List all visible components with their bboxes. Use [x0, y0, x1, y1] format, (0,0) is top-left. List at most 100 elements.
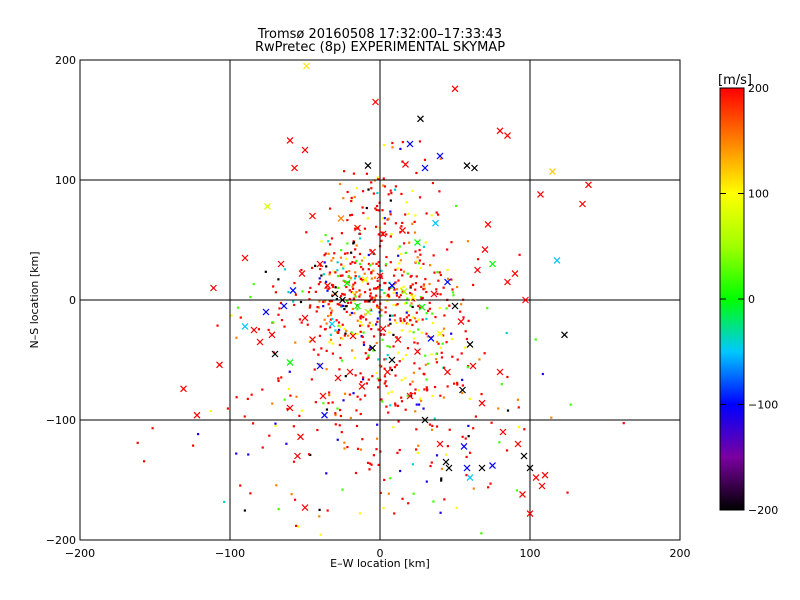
scatter-dot [411, 189, 414, 192]
scatter-dot [329, 338, 333, 341]
scatter-dot [322, 300, 325, 303]
scatter-dot [420, 331, 423, 334]
x-marker-stroke [466, 474, 474, 482]
scatter-dot [365, 382, 369, 385]
scatter-x-marker [256, 338, 264, 346]
scatter-dot [323, 318, 326, 321]
scatter-dot [370, 181, 373, 184]
scatter-dot [413, 337, 416, 340]
scatter-x-marker [427, 334, 435, 342]
x-marker-stroke [346, 368, 354, 376]
scatter-dot [300, 268, 303, 272]
x-marker-stroke [384, 368, 391, 376]
x-marker-stroke [321, 411, 328, 419]
scatter-dot [368, 288, 372, 291]
scatter-dot [433, 271, 436, 274]
scatter-dot [376, 304, 379, 307]
x-marker-stroke [532, 474, 540, 482]
scatter-dot [415, 403, 418, 406]
scatter-dot [446, 445, 449, 448]
scatter-dot [401, 321, 404, 324]
scatter-dot [274, 422, 277, 425]
scatter-dot [350, 251, 353, 254]
scatter-dot [341, 274, 344, 277]
scatter-dot [409, 286, 412, 289]
scatter-dot [395, 321, 398, 324]
scatter-dot [325, 472, 328, 475]
scatter-dot [414, 260, 418, 263]
scatter-dot [435, 288, 438, 291]
scatter-dot [478, 358, 481, 361]
scatter-dot [406, 322, 409, 326]
scatter-dot [355, 259, 358, 263]
scatter-x-marker [417, 115, 424, 123]
scatter-dot [368, 295, 372, 298]
scatter-dot [419, 397, 422, 400]
scatter-dot [355, 424, 359, 428]
x-marker-stroke [445, 464, 453, 472]
scatter-dot [406, 394, 409, 397]
scatter-dot [333, 252, 336, 255]
x-marker-stroke [430, 290, 438, 298]
x-marker-stroke [538, 482, 546, 490]
scatter-dot [397, 420, 400, 423]
scatter-dot [343, 307, 346, 311]
scatter-dot [350, 311, 353, 315]
scatter-dot [397, 254, 400, 257]
scatter-x-marker [394, 336, 402, 344]
scatter-dot [467, 435, 470, 438]
scatter-dot [336, 438, 339, 441]
scatter-dot [386, 299, 389, 303]
x-marker-stroke [561, 331, 568, 339]
x-marker-stroke [436, 330, 444, 338]
scatter-dot [136, 441, 139, 444]
scatter-dot [361, 206, 364, 209]
scatter-dot [430, 461, 433, 464]
scatter-dot [387, 492, 390, 495]
scatter-dot [391, 314, 394, 317]
scatter-dot [456, 358, 459, 361]
x-marker-stroke [286, 136, 294, 144]
scatter-dot [459, 310, 462, 313]
scatter-dot [351, 307, 354, 310]
scatter-x-marker [445, 464, 453, 472]
scatter-x-marker [561, 331, 568, 339]
scatter-x-marker [421, 164, 429, 172]
scatter-dot [384, 357, 388, 361]
scatter-dot [417, 328, 420, 331]
scatter-dot [372, 300, 375, 304]
scatter-dot [411, 283, 414, 286]
scatter-dot [355, 291, 358, 294]
scatter-dot [361, 268, 365, 271]
scatter-dot [358, 232, 362, 235]
x-marker-stroke [394, 336, 402, 344]
x-marker-stroke [489, 462, 496, 470]
x-marker-stroke [478, 399, 486, 407]
scatter-dot [350, 290, 353, 294]
scatter-dot [339, 356, 342, 360]
scatter-dot [354, 248, 357, 251]
scatter-dot [450, 278, 453, 281]
scatter-dot [335, 298, 338, 301]
scatter-dot [399, 293, 403, 297]
x-marker-stroke [481, 246, 489, 254]
scatter-dot [396, 404, 400, 407]
scatter-dot [400, 225, 403, 228]
x-tick-label: −100 [215, 547, 245, 560]
x-marker-stroke [451, 85, 459, 93]
scatter-dot [286, 407, 289, 411]
scatter-dot [389, 366, 392, 369]
scatter-dot [534, 338, 537, 341]
x-marker-stroke [349, 332, 357, 340]
scatter-dot [328, 391, 331, 394]
scatter-dot [339, 182, 342, 186]
scatter-dot [363, 394, 367, 397]
scatter-dot [372, 192, 375, 195]
scatter-dot [395, 288, 399, 291]
scatter-dot [434, 315, 437, 319]
scatter-x-marker [444, 278, 451, 286]
scatter-dot [387, 324, 390, 327]
scatter-dot [400, 329, 404, 332]
scatter-dot [402, 242, 406, 245]
scatter-x-marker [250, 326, 258, 334]
